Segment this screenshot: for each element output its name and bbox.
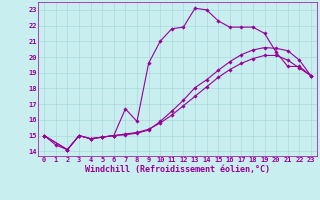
X-axis label: Windchill (Refroidissement éolien,°C): Windchill (Refroidissement éolien,°C) (85, 165, 270, 174)
